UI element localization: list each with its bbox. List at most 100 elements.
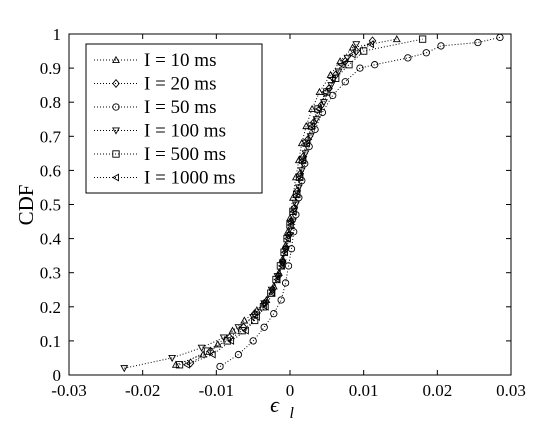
legend-entry: I = 20 ms [94,74,216,95]
data-point [286,220,294,229]
data-point [168,354,177,363]
data-point [284,230,293,240]
legend-label: I = 10 ms [144,50,216,71]
data-point [308,104,317,113]
legend-label: I = 500 ms [144,144,226,165]
data-point [234,350,243,359]
data-point [175,361,184,369]
data-point [290,228,298,236]
data-point [293,190,301,199]
legend-marker [112,55,120,64]
data-point [348,50,356,59]
data-point [272,275,280,284]
data-point [337,60,345,69]
x-tick-label: 0.01 [349,381,379,400]
x-axis-label-symbol: ϵ [270,392,280,417]
data-point [284,262,293,270]
series-line [219,36,501,367]
series-6 [182,40,375,369]
data-point [345,61,353,69]
data-point [314,105,322,113]
data-point [225,332,234,342]
x-axis-label-subscript: l [289,405,294,420]
series-1 [171,34,401,368]
data-point [366,40,375,49]
data-point [352,46,361,56]
legend-label: I = 100 ms [144,121,226,142]
data-point [312,116,321,124]
y-tick-label: 0.3 [40,264,61,283]
data-point [203,347,212,355]
data-point [171,360,180,368]
data-point [197,344,206,352]
x-tick-label: -0.03 [51,381,86,400]
series-layer [120,33,504,373]
y-tick-label: 0.8 [40,93,61,112]
data-point [422,49,430,57]
data-point [343,54,352,62]
data-point [241,326,249,335]
data-point [348,43,357,51]
data-point [299,156,307,165]
data-point [283,234,291,243]
data-point [208,350,216,359]
data-point [307,122,316,131]
y-tick-label: 0.7 [40,127,62,146]
data-point [327,82,336,90]
data-point [328,74,336,83]
axes-layer: -0.03 -0.02 -0.01 0 0.01 0.02 0.03 0 0.1 0.2 0.3 0.… [40,25,526,400]
data-point [404,54,412,62]
series-line [186,43,372,366]
data-point [260,323,268,331]
x-axis-label: ϵ l [270,392,294,420]
data-point [323,88,331,96]
legend-label: I = 20 ms [144,74,216,95]
data-point [216,362,224,371]
data-point [329,91,337,100]
x-tick-label: 0.02 [422,381,452,400]
legend-label: I = 50 ms [144,97,216,118]
data-point [213,340,222,348]
data-point [280,248,288,257]
legend-marker [112,103,120,111]
data-point [334,68,343,76]
data-point [277,261,285,270]
x-tick-label: 0.03 [496,381,526,400]
y-tick-label: 0.1 [40,332,61,351]
data-point [289,207,297,216]
data-point [281,279,290,287]
series-line [179,38,423,366]
data-point [252,313,260,321]
data-point [273,275,281,284]
x-tick-label: -0.02 [125,381,160,400]
legend-marker [112,150,120,158]
data-point [249,337,257,345]
y-axis-label: CDF [14,185,38,226]
data-point [268,289,276,298]
x-tick-label: 0 [286,381,295,400]
data-point [302,139,310,148]
legend-marker [112,127,120,135]
data-point [270,309,278,318]
legend-label: I = 1000 ms [144,168,235,189]
data-point [360,47,368,55]
data-point [259,303,268,311]
data-point [276,262,285,270]
y-tick-label: 1 [53,25,62,44]
data-point [261,302,269,311]
y-tick-label: 0.4 [40,230,62,249]
data-point [418,35,427,43]
data-point [371,61,379,69]
data-point [474,38,482,47]
data-point [120,365,129,373]
legend-marker [112,79,120,88]
data-point [341,78,349,86]
data-point [315,87,324,95]
data-point [274,268,283,276]
legend-entry: I = 500 ms [94,144,226,165]
y-tick-label: 0.6 [40,161,61,180]
x-tick-label: -0.01 [199,381,234,400]
legend-entry: I = 100 ms [94,121,226,142]
legend: I = 10 msI = 20 msI = 50 msI = 100 msI =… [85,43,263,194]
